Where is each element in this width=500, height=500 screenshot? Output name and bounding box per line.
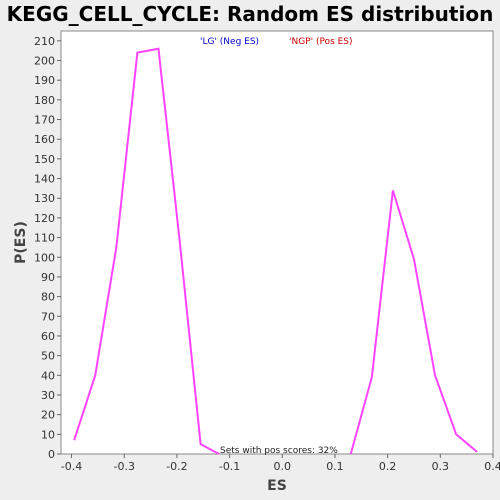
chart-title: KEGG_CELL_CYCLE: Random ES distribution xyxy=(6,2,494,26)
x-tick-label: -0.3 xyxy=(113,460,134,473)
y-tick-label: 150 xyxy=(34,153,55,166)
y-tick-label: 160 xyxy=(34,133,55,146)
y-tick-label: 20 xyxy=(41,409,55,422)
y-tick-label: 50 xyxy=(41,350,55,363)
y-tick-label: 130 xyxy=(34,192,55,205)
series-line-2 xyxy=(349,190,478,455)
axes: -0.4 -0.3 -0.2 -0.1 0.0 0.1 0.2 0.3 0.4 0 10 20 30 40… xyxy=(34,35,500,473)
y-tick-label: 200 xyxy=(34,55,55,68)
y-tick-label: 120 xyxy=(34,212,55,225)
y-tick-label: 140 xyxy=(34,173,55,186)
legend-entry-pos: 'NGP' (Pos ES) xyxy=(289,37,353,47)
x-tick-label: -0.2 xyxy=(166,460,187,473)
series-lines xyxy=(73,47,478,455)
y-tick-label: 210 xyxy=(34,35,55,48)
x-tick-label: 0.1 xyxy=(326,460,344,473)
y-tick-label: 180 xyxy=(34,94,55,107)
y-tick-label: 70 xyxy=(41,310,55,323)
y-tick-label: 40 xyxy=(41,369,55,382)
x-tick-label: -0.4 xyxy=(61,460,82,473)
y-tick-label: 110 xyxy=(34,232,55,245)
x-tick-label: 0.0 xyxy=(274,460,292,473)
y-tick-label: 170 xyxy=(34,114,55,127)
y-tick-label: 60 xyxy=(41,330,55,343)
x-tick-label: -0.1 xyxy=(219,460,240,473)
y-tick-label: 100 xyxy=(34,251,55,264)
x-tick-label: 0.2 xyxy=(379,460,397,473)
y-tick-label: 0 xyxy=(48,448,55,461)
y-tick-label: 90 xyxy=(41,271,55,284)
y-tick-label: 30 xyxy=(41,389,55,402)
x-tick-label: 0.4 xyxy=(484,460,500,473)
y-tick-label: 190 xyxy=(34,74,55,87)
annotation: Sets with pos scores: 32% xyxy=(220,446,338,456)
y-tick-label: 10 xyxy=(41,428,55,441)
legend-entry-neg: 'LG' (Neg ES) xyxy=(200,37,259,47)
x-tick-label: 0.3 xyxy=(432,460,450,473)
y-axis-title: P(ES) xyxy=(13,221,29,264)
series-line-1 xyxy=(73,47,220,455)
y-tick-label: 80 xyxy=(41,291,55,304)
x-axis-title: ES xyxy=(267,478,287,494)
plot-background xyxy=(60,30,494,455)
